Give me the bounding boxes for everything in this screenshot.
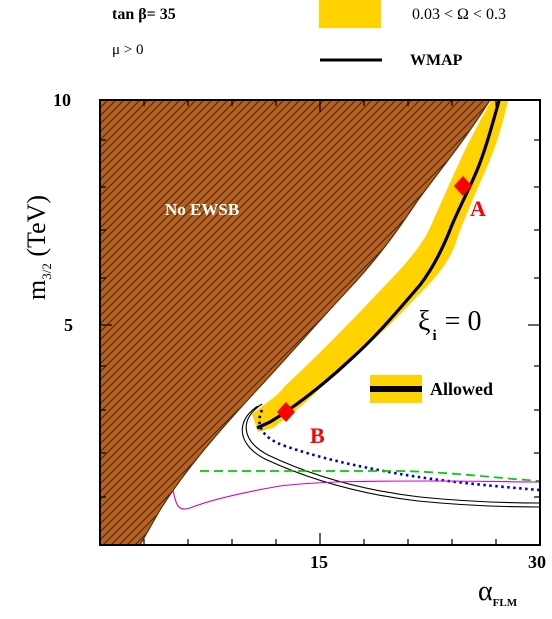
allowed-label: Allowed: [430, 379, 493, 399]
x-axis-title: αFLM: [478, 576, 518, 609]
point-b-label: B: [310, 423, 325, 448]
black-thin-curve-2: [241, 405, 540, 508]
plot-area: [100, 100, 540, 545]
param-label: tan β= 35: [112, 6, 176, 23]
green-dashed-curve: [200, 470, 540, 482]
black-thin-curve-1: [245, 403, 540, 504]
legend-band-swatch: [319, 0, 381, 28]
point-a-marker: [454, 176, 472, 196]
y-tick-label-10: 10: [53, 90, 71, 110]
legend-wmap-label: WMAP: [410, 52, 463, 69]
wmap-line: [256, 100, 501, 430]
relic-band: [252, 100, 509, 432]
point-a-label: A: [470, 196, 486, 221]
no-ewsb-label: No EWSB: [165, 200, 239, 219]
xi-label: ξ i = 0: [418, 306, 481, 344]
legend-band-label: 0.03 < Ω < 0.3: [412, 6, 506, 23]
point-b-marker: [277, 402, 295, 422]
axis-ticks: [100, 100, 540, 545]
magenta-curve: [172, 480, 540, 510]
x-tick-label-15: 15: [310, 552, 328, 572]
x-tick-label-30: 30: [528, 552, 546, 572]
blue-dotted-curve: [258, 409, 540, 492]
mu-label: μ > 0: [112, 42, 144, 58]
no-ewsb-region: [100, 100, 491, 545]
y-tick-label-5: 5: [64, 315, 73, 335]
y-axis-title: m3/2 (TeV): [22, 195, 54, 300]
